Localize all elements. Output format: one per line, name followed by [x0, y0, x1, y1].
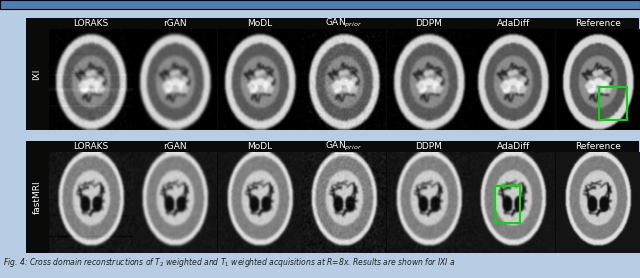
Bar	[600, 87, 627, 120]
Text: GAN$_{prior}$: GAN$_{prior}$	[326, 17, 362, 30]
Bar	[495, 186, 520, 223]
Text: GAN$_{prior}$: GAN$_{prior}$	[326, 140, 362, 153]
Text: DDPM: DDPM	[415, 142, 442, 151]
Text: AdaDiff: AdaDiff	[497, 19, 530, 28]
Text: LORAKS: LORAKS	[73, 19, 108, 28]
Text: Fig. 4: Cross domain reconstructions of T$_2$ weighted and T$_1$ weighted acquis: Fig. 4: Cross domain reconstructions of …	[3, 256, 456, 269]
Text: AdaDiff: AdaDiff	[497, 142, 530, 151]
Text: Reference: Reference	[575, 19, 621, 28]
Text: LORAKS: LORAKS	[73, 142, 108, 151]
Text: MoDL: MoDL	[247, 19, 272, 28]
Text: IXI: IXI	[33, 68, 42, 80]
Text: DDPM: DDPM	[415, 19, 442, 28]
Text: rGAN: rGAN	[163, 142, 187, 151]
Text: MoDL: MoDL	[247, 142, 272, 151]
Text: fastMRI: fastMRI	[33, 180, 42, 214]
Text: rGAN: rGAN	[163, 19, 187, 28]
Text: Reference: Reference	[575, 142, 621, 151]
